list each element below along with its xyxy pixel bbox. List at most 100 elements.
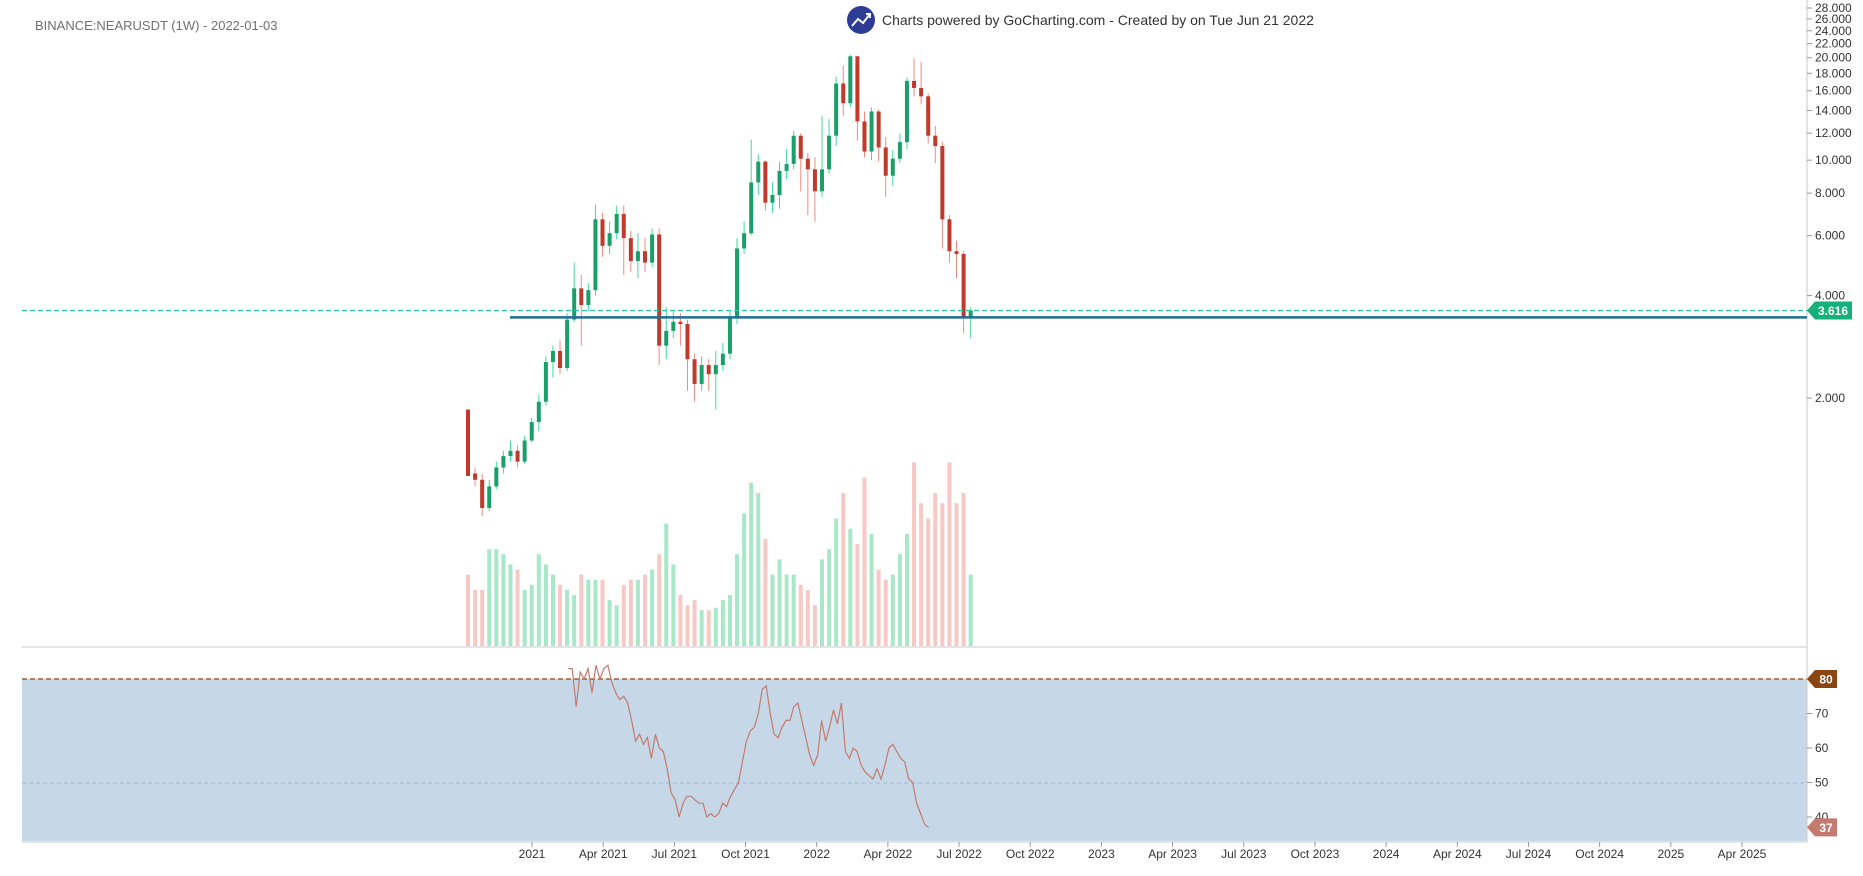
volume-bar [565,589,570,646]
candle [777,161,782,209]
candle-body [473,473,478,480]
volume-bar [735,554,740,646]
trend-up-icon [847,6,875,34]
price-axis: 2.000 4.000 6.000 8.000 10.000 12.000 14.000 16… [1807,1,1852,405]
candle [685,319,690,391]
candle [876,109,881,162]
candle-body [607,233,612,246]
candle [897,133,902,164]
candle [635,233,640,279]
candle-body [735,248,740,318]
candle-body [961,253,966,318]
candle [579,274,584,346]
price-tick-label: 24.000 [1815,24,1852,38]
volume-bar [961,493,966,646]
candle-body [586,290,591,306]
price-tick-label: 12.000 [1815,126,1852,140]
volume-bar [628,579,633,646]
rsi-tick-label: 50 [1815,776,1829,790]
candle [558,340,563,375]
time-tick-label: Jul 2024 [1506,847,1552,861]
candle [805,152,810,215]
volume-bar [643,574,647,646]
last-price-tag-shape [1807,301,1852,320]
time-tick-label: Oct 2022 [1006,847,1055,861]
candle [643,238,647,272]
volume-bar [543,564,548,646]
volume-bar [685,605,690,646]
candle-body [550,350,555,363]
candle-body [579,288,584,306]
candle [480,473,485,517]
branding-text: Charts powered by GoCharting.com - Creat… [882,12,1314,28]
candle [890,150,895,186]
candle [706,359,711,391]
candle-body [628,238,633,262]
time-tick-label: Apr 2021 [579,847,628,861]
volume-bar [579,574,584,646]
candle-body [501,456,506,468]
trend-up-icon-arrow [866,13,871,18]
volume-bar [508,564,513,646]
volume-bar [664,523,669,646]
candle-body [749,182,754,234]
candle [600,212,605,257]
candle [940,142,945,249]
rsi-last-tag: 37 [1807,818,1837,837]
candle [756,154,761,195]
time-tick-label: Jul 2022 [936,847,982,861]
candle-body [855,56,860,122]
candle-body [798,135,803,159]
volume-bar [869,533,874,646]
volume-bar [650,569,655,646]
volume-bar [635,579,640,646]
candle [770,182,775,213]
candle-body [777,170,782,195]
candle-body [904,80,909,143]
branding: Charts powered by GoCharting.com - Creat… [847,6,1314,34]
candle [841,65,846,116]
volume-bar [558,584,563,646]
candle-body [565,319,570,369]
candle-body [862,121,867,152]
volume-bar [855,544,860,646]
candle [565,313,570,372]
volume-bar [848,528,853,646]
symbol-label: BINANCE:NEARUSDT (1W) - 2022-01-03 [35,18,278,33]
candle [798,133,803,192]
candle-body [720,353,725,366]
volume-bar [805,589,810,646]
price-tick-label: 14.000 [1815,103,1852,117]
volume-bar [706,610,711,646]
volume-bar [763,538,768,646]
candle [812,157,817,222]
candle-body [643,251,647,263]
volume-bar [834,518,839,646]
time-tick-label: Apr 2025 [1718,847,1767,861]
candle [961,251,966,334]
candle [869,107,874,161]
volume-bar [897,554,902,646]
price-tick-label: 8.000 [1815,186,1845,200]
candle-body [515,450,520,462]
candle-body [480,479,485,509]
price-tick-label: 16.000 [1815,84,1852,98]
candle-body [883,147,888,176]
rsi-tick-label: 70 [1815,707,1829,721]
candle [735,238,740,324]
candle [550,345,555,378]
candle [572,262,577,322]
candle-body [947,219,952,252]
trend-up-icon-glyph [851,13,871,27]
candle [862,111,867,158]
rsi-last-tag-shape [1807,818,1837,837]
candle [727,311,732,360]
time-tick-label: 2025 [1657,847,1684,861]
candle-body [869,111,874,152]
candle [919,62,924,105]
time-axis: 2021 Apr 2021 Jul 2021 Oct 2021 2022 Apr 2022… [519,842,1767,861]
candle [820,115,824,197]
volume-bar [720,600,725,646]
